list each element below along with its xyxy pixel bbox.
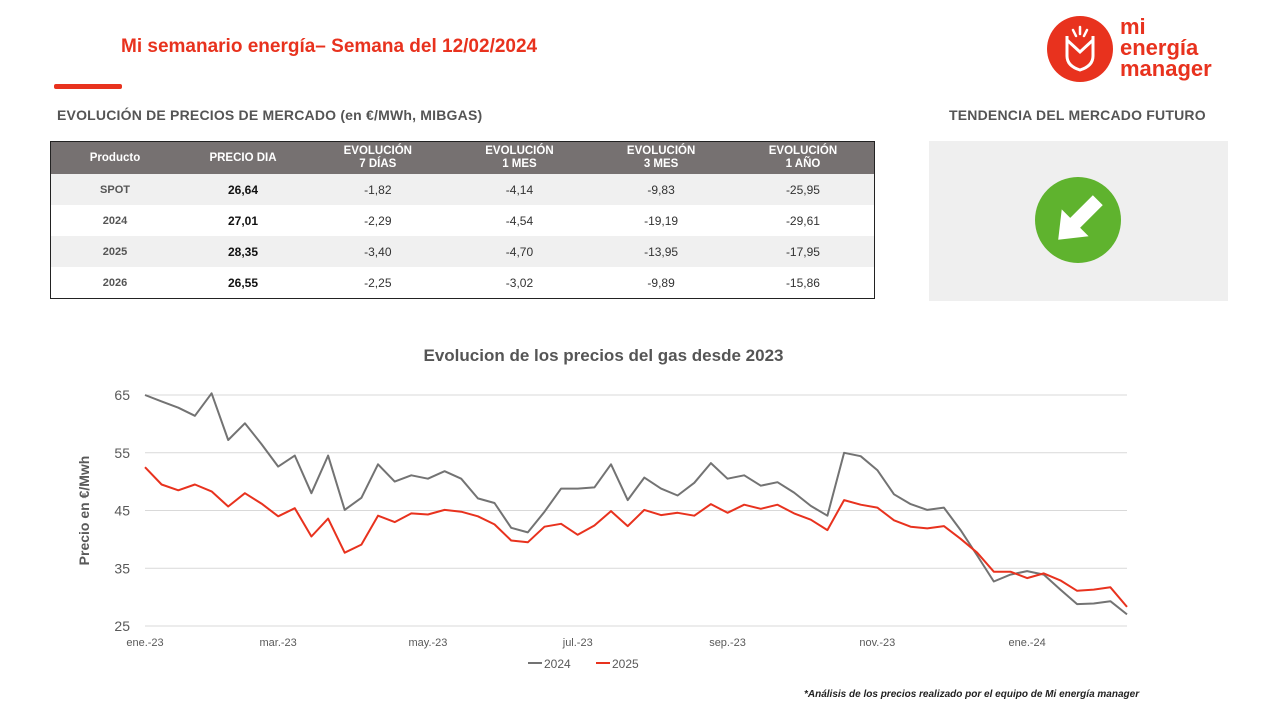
cell-evo-7d: -1,82 bbox=[307, 174, 449, 205]
cell-product: 2026 bbox=[102, 276, 128, 289]
x-tick-label: mar.-23 bbox=[260, 637, 297, 649]
title-underline bbox=[54, 84, 122, 89]
cell-evo-1m: -4,54 bbox=[505, 213, 534, 228]
header-price: PRECIO DIA bbox=[179, 141, 307, 174]
cell-price: 26,64 bbox=[179, 174, 307, 205]
y-axis-label: Precio en €/Mwh bbox=[76, 456, 92, 566]
y-tick-label: 25 bbox=[114, 618, 130, 634]
header-product: Producto bbox=[50, 141, 179, 174]
trend-title: TENDENCIA DEL MERCADO FUTURO bbox=[949, 107, 1206, 123]
cell-evo-1y: -17,95 bbox=[731, 236, 875, 267]
market-table-title: EVOLUCIÓN DE PRECIOS DE MERCADO (en €/MW… bbox=[57, 107, 483, 123]
y-tick-label: 55 bbox=[114, 445, 130, 461]
cell-evo-1m: -4,70 bbox=[448, 236, 591, 267]
table-row: 2026 26,55 -2,25 -3,02 -9,89 -15,86 bbox=[51, 267, 875, 299]
cell-price: 28,35 bbox=[179, 236, 307, 267]
cell-price: 27,01 bbox=[227, 213, 259, 228]
cell-evo-1m: -3,02 bbox=[505, 275, 534, 290]
table-row: SPOT 26,64 -1,82 -4,14 -9,83 -25,95 bbox=[50, 174, 875, 205]
x-tick-label: sep.-23 bbox=[709, 637, 746, 649]
chart-title: Evolucion de los precios del gas desde 2… bbox=[423, 346, 784, 365]
cell-evo-3m: -9,89 bbox=[647, 275, 675, 290]
logo: mi energía manager bbox=[1047, 16, 1237, 86]
table-row: 2025 28,35 -3,40 -4,70 -13,95 -17,95 bbox=[50, 236, 875, 267]
y-tick-label: 35 bbox=[114, 560, 130, 576]
y-tick-label: 45 bbox=[114, 503, 130, 519]
table-row: 2024 27,01 -2,29 -4,54 -19,19 -29,61 bbox=[51, 205, 875, 236]
cell-evo-1m: -4,14 bbox=[448, 174, 591, 205]
header-evo-7d: EVOLUCIÓN 7 DÍAS bbox=[307, 141, 449, 174]
series-line-2025 bbox=[144, 466, 1128, 608]
header-evo-3m: EVOLUCIÓN 3 MES bbox=[590, 141, 732, 174]
trend-panel bbox=[929, 141, 1228, 301]
x-tick-label: nov.-23 bbox=[859, 637, 895, 649]
cell-evo-7d: -2,25 bbox=[364, 275, 392, 290]
logo-line-3: manager bbox=[1120, 56, 1212, 81]
cell-evo-1y: -15,86 bbox=[785, 275, 820, 290]
page-title: Mi semanario energía– Semana del 12/02/2… bbox=[121, 36, 538, 57]
gas-price-chart: 25 35 45 55 65 Precio en €/Mwh ene.-23 mar.-23 m… bbox=[76, 387, 1128, 671]
table-header-row: Producto PRECIO DIA EVOLUCIÓN 7 DÍAS EVOL… bbox=[50, 141, 875, 174]
x-tick-label: jul.-23 bbox=[562, 637, 593, 649]
logo-wordmark: mi energía manager bbox=[1120, 14, 1212, 81]
cell-price: 26,55 bbox=[227, 275, 259, 290]
x-tick-label: may.-23 bbox=[408, 637, 447, 649]
cell-evo-3m: -13,95 bbox=[590, 236, 732, 267]
cell-evo-7d: -2,29 bbox=[364, 213, 392, 228]
footnote: *Análisis de los precios realizado por e… bbox=[804, 689, 1140, 700]
cell-evo-7d: -3,40 bbox=[307, 236, 449, 267]
logo-emblem-icon bbox=[1047, 16, 1113, 82]
x-tick-label: ene.-23 bbox=[126, 637, 163, 649]
series-line-2024 bbox=[144, 392, 1128, 616]
cell-evo-3m: -19,19 bbox=[644, 213, 679, 228]
cell-product: SPOT bbox=[50, 174, 179, 205]
legend-label-2024: 2024 bbox=[544, 657, 571, 671]
header-evo-1m: EVOLUCIÓN 1 MES bbox=[448, 141, 591, 174]
y-tick-label: 65 bbox=[114, 387, 130, 403]
cell-product: 2025 bbox=[50, 236, 179, 267]
logo-line-2: energía bbox=[1120, 35, 1199, 60]
logo-line-1: mi bbox=[1120, 14, 1146, 39]
x-tick-label: ene.-24 bbox=[1008, 637, 1045, 649]
cell-evo-1y: -25,95 bbox=[731, 174, 875, 205]
header-evo-1y: EVOLUCIÓN 1 AÑO bbox=[731, 141, 875, 174]
down-right-arrow-icon bbox=[1034, 176, 1122, 264]
cell-product: 2024 bbox=[102, 214, 128, 227]
legend-label-2025: 2025 bbox=[612, 657, 639, 671]
market-prices-table: Producto PRECIO DIA EVOLUCIÓN 7 DÍAS EVOL… bbox=[50, 141, 875, 299]
cell-evo-1y: -29,61 bbox=[785, 213, 820, 228]
cell-evo-3m: -9,83 bbox=[590, 174, 732, 205]
